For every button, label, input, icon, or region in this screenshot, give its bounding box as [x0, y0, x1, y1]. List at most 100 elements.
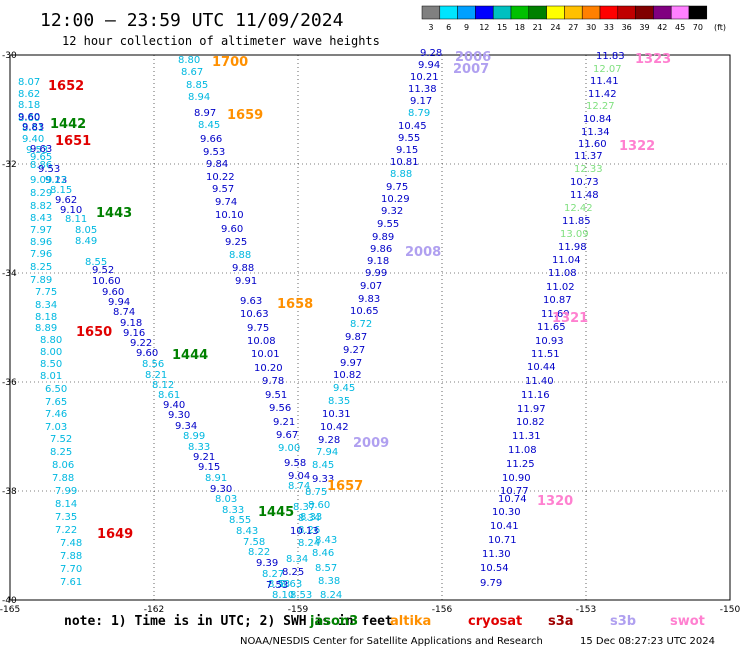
credit-line: NOAA/NESDIS Center for Satellite Applica…	[240, 636, 543, 647]
pass-time-label: 2006	[455, 50, 491, 65]
wave-height-value: 9.04	[288, 471, 310, 482]
wave-height-value: 8.15	[50, 185, 72, 196]
wave-height-value: 8.11	[65, 214, 87, 225]
wave-height-value: 9.33	[312, 474, 334, 485]
wave-height-value: 9.34	[175, 421, 197, 432]
wave-height-value: 7.48	[60, 538, 82, 549]
wave-height-value: 8.00	[40, 347, 62, 358]
wave-height-value: 9.18	[120, 318, 142, 329]
wave-height-value: 10.10	[215, 210, 244, 221]
wave-height-value: 11.16	[521, 390, 550, 401]
wave-height-value: 8.67	[181, 67, 203, 78]
wave-height-value: 8.37	[293, 502, 315, 513]
wave-height-value: 8.79	[408, 108, 430, 119]
wave-height-value: 8.55	[229, 515, 251, 526]
colorbar-swatch	[670, 5, 690, 20]
pass-time-label: 2007	[453, 62, 489, 77]
colorbar-swatch	[492, 5, 512, 20]
map-frame	[9, 54, 731, 601]
wave-height-value: 8.14	[55, 499, 77, 510]
colorbar-swatch	[581, 5, 601, 20]
wave-height-value: 7.22	[55, 525, 77, 536]
wave-height-value: 11.25	[506, 459, 535, 470]
pass-time-label: 1445	[258, 505, 294, 520]
satellite-name: s3b	[610, 614, 636, 629]
wave-height-value: 9.28	[318, 435, 340, 446]
wave-height-value: 9.99	[365, 268, 387, 279]
pass-time-label: 1320	[537, 494, 573, 509]
colorbar-swatch	[475, 5, 494, 20]
wave-height-value: 8.29	[30, 188, 52, 199]
pass-time-label: 1321	[552, 311, 588, 326]
wave-height-value: 8.61	[22, 123, 44, 134]
wave-height-value: 8.62	[18, 89, 40, 100]
wave-height-value: 8.45	[198, 120, 220, 131]
wave-height-value: 9.62	[55, 195, 77, 206]
wave-height-value: 8.43	[315, 535, 337, 546]
wave-height-value: 8.26	[298, 525, 320, 536]
wave-height-value: 9.94	[108, 297, 130, 308]
wave-height-value: 12.33	[574, 164, 603, 175]
wave-height-value: 9.40	[163, 400, 185, 411]
wave-height-value: 11.48	[570, 190, 599, 201]
wave-height-value: 9.51	[265, 390, 287, 401]
wave-height-value: 9.53	[203, 147, 225, 158]
wave-height-value: 7.61	[60, 577, 82, 588]
wave-height-value: 8.01	[40, 371, 62, 382]
colorbar-swatch	[688, 5, 708, 20]
lon-tick-label: -165	[0, 605, 20, 615]
colorbar-label: 36	[622, 23, 632, 32]
wave-height-value: 7.53	[266, 580, 288, 591]
wave-height-value: 8.35	[328, 396, 350, 407]
wave-height-value: 10.42	[320, 422, 349, 433]
pass-time-label: 1657	[327, 479, 363, 494]
wave-height-value: 7.52	[50, 434, 72, 445]
wave-height-value: 8.96	[30, 237, 52, 248]
wave-height-value: 8.60	[308, 500, 330, 511]
wave-height-value: 9.53	[38, 164, 60, 175]
lat-tick-label: -34	[2, 269, 17, 279]
colorbar-swatch	[546, 5, 565, 20]
generated-timestamp: 15 Dec 08:27:23 UTC 2024	[580, 636, 715, 647]
colorbar-swatch	[421, 5, 441, 20]
colorbar-label: 30	[586, 23, 596, 32]
wave-height-value: 8.88	[390, 169, 412, 180]
wave-height-value: 8.12	[152, 380, 174, 391]
wave-height-value: 11.85	[562, 216, 591, 227]
wave-height-value: 8.74	[113, 307, 135, 318]
wave-height-value: 11.51	[531, 349, 560, 360]
wave-height-value: 10.71	[488, 535, 517, 546]
lon-tick-label: -159	[288, 605, 309, 615]
wave-height-value: 9.09	[30, 175, 52, 186]
colorbar-label: 45	[675, 23, 685, 32]
wave-height-value: 8.34	[286, 554, 308, 565]
satellite-legend: jason3 altika cryosat s3a s3b swot	[309, 614, 705, 629]
wave-height-value: 8.38	[318, 576, 340, 587]
satellite-name: swot	[670, 614, 705, 629]
wave-height-value: 11.04	[552, 255, 581, 266]
wave-height-value: 9.83	[358, 294, 380, 305]
lat-lon-grid	[10, 55, 730, 600]
wave-height-value: 9.87	[345, 332, 367, 343]
wave-height-value: 8.34	[298, 513, 320, 524]
pass-time-label: 1658	[277, 297, 313, 312]
pass-time-label: 1651	[55, 134, 91, 149]
wave-height-value: 8.82	[30, 201, 52, 212]
wave-height-value: 8.63	[280, 579, 302, 590]
wave-height-value: 9.75	[247, 323, 269, 334]
wave-height-value: 9.66	[200, 134, 222, 145]
wave-height-value: 9.84	[206, 159, 228, 170]
wave-height-value: 9.22	[130, 338, 152, 349]
wave-height-value: 8.25	[282, 567, 304, 578]
colorbar-label: 21	[533, 23, 543, 32]
wave-height-value: 11.38	[408, 84, 437, 95]
wave-height-value: 8.06	[52, 460, 74, 471]
wave-height-value: 11.41	[590, 76, 619, 87]
wave-height-value: 8.43	[30, 213, 52, 224]
wave-height-value: 8.94	[188, 92, 210, 103]
colorbar-swatch	[510, 5, 530, 20]
wave-height-value: 7.96	[30, 249, 52, 260]
wave-height-value: 11.08	[508, 445, 537, 456]
satellite-name: altika	[390, 614, 431, 629]
colorbar-label: 18	[515, 23, 525, 32]
